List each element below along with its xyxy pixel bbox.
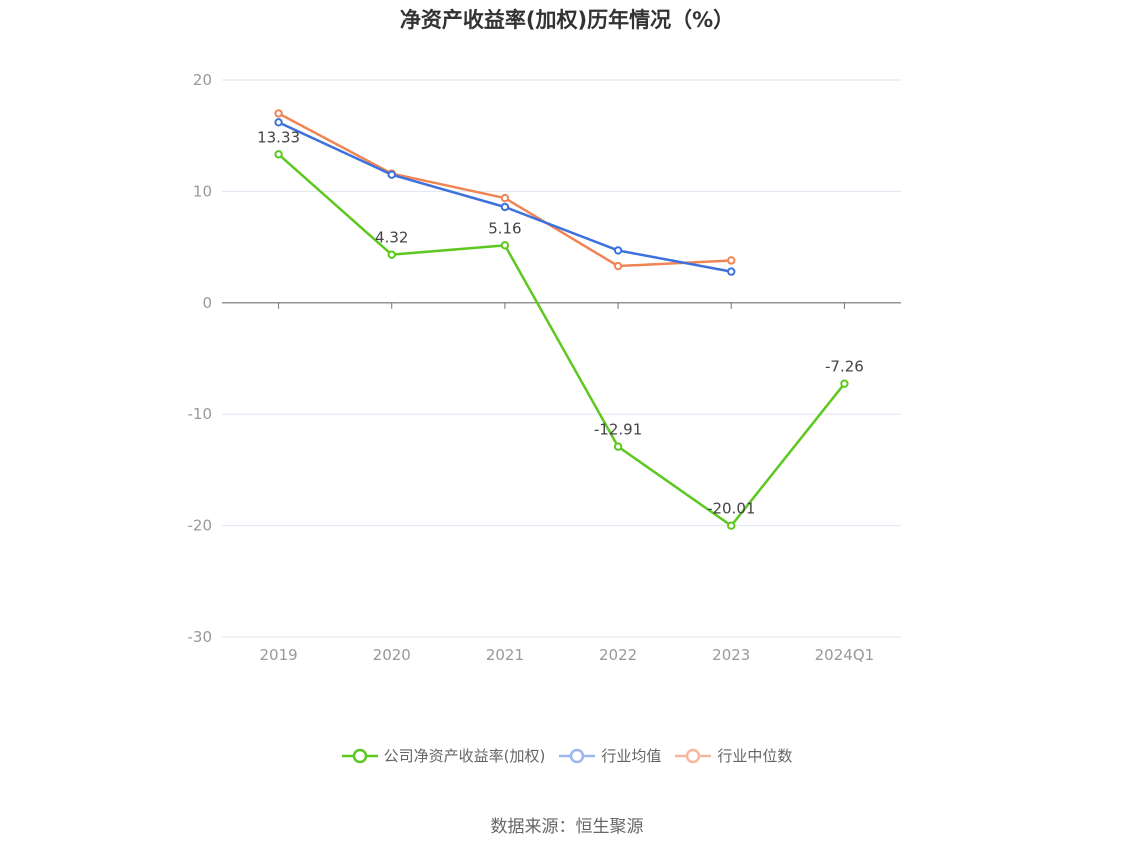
y-tick-label: 10	[193, 182, 212, 200]
data-point	[274, 150, 283, 159]
x-tick-label: 2024Q1	[815, 646, 875, 664]
data-point	[500, 241, 510, 250]
legend-marker-icon	[341, 748, 378, 763]
data-point	[727, 267, 736, 276]
series-line	[277, 153, 846, 527]
data-label: 13.33	[257, 128, 300, 146]
legend-item-industry-mean[interactable]: 行业均值	[559, 745, 661, 766]
data-point	[387, 250, 396, 259]
data-point	[613, 442, 623, 451]
data-label: -7.26	[825, 358, 864, 376]
y-tick-label: -20	[188, 517, 213, 535]
data-point	[727, 521, 736, 530]
data-point	[727, 256, 736, 265]
data-point	[840, 379, 849, 388]
data-label: -20.01	[707, 500, 755, 518]
data-point	[613, 261, 623, 271]
legend-marker-icon	[559, 748, 596, 763]
x-tick-label: 2019	[259, 646, 297, 664]
legend: 公司净资产收益率(加权) 行业均值 行业中位数	[0, 745, 1134, 766]
legend-label: 行业中位数	[717, 747, 793, 765]
data-point	[500, 193, 510, 203]
x-tick-label: 2020	[373, 646, 411, 664]
legend-marker-icon	[675, 748, 712, 763]
data-point	[274, 109, 283, 118]
legend-label: 行业均值	[601, 747, 662, 765]
y-tick-label: -10	[188, 405, 213, 423]
x-tick-label: 2021	[486, 646, 524, 664]
x-tick-label: 2022	[599, 646, 637, 664]
chart-title: 净资产收益率(加权)历年情况（%）	[399, 8, 735, 32]
legend-item-industry-median[interactable]: 行业中位数	[675, 745, 792, 766]
data-point	[613, 246, 623, 255]
legend-label: 公司净资产收益率(加权)	[383, 747, 546, 765]
data-source: 数据来源：恒生聚源	[490, 817, 644, 837]
data-label: -12.91	[594, 421, 642, 439]
y-tick-label: -30	[188, 628, 213, 646]
x-tick-label: 2023	[712, 646, 750, 664]
data-point	[274, 118, 283, 127]
y-tick-label: 20	[193, 71, 212, 89]
legend-item-company-roe[interactable]: 公司净资产收益率(加权)	[341, 745, 546, 766]
data-point	[500, 202, 510, 212]
data-label: 4.32	[375, 229, 408, 247]
data-label: 5.16	[488, 219, 521, 237]
y-tick-label: 0	[202, 294, 212, 312]
data-point	[387, 170, 396, 179]
